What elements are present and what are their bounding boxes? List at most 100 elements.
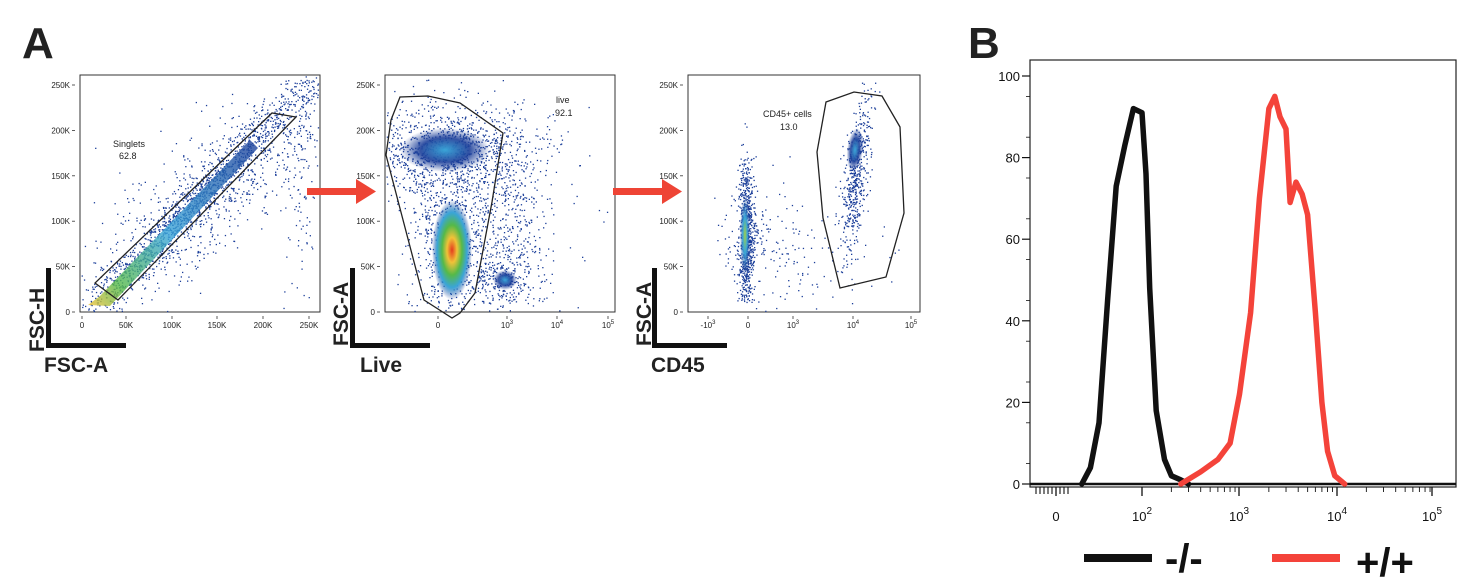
tick-label: 100K	[659, 217, 678, 226]
tick-label: 250K	[356, 81, 375, 90]
tick-label: 50K	[56, 263, 71, 272]
tick-label: 250K	[300, 321, 319, 330]
tick-label: 250K	[51, 81, 70, 90]
y-tick-labels: 0 50K 100K 150K 200K 250K	[356, 81, 380, 317]
tick-label: 0	[1013, 477, 1020, 492]
panel-label-b: B	[968, 19, 1000, 68]
x-tick-labels: 0 50K 100K 150K 200K 250K	[80, 316, 319, 330]
gating-arrow	[307, 179, 376, 204]
density-blob	[432, 200, 472, 300]
x-axis-bar	[350, 343, 430, 348]
gate-name: Singlets	[113, 139, 146, 149]
density-blob	[846, 128, 864, 172]
event-dots	[81, 76, 320, 313]
tick-label: 104	[551, 320, 564, 330]
panel-label-a: A	[22, 19, 54, 68]
legend-label-wildtype: +/+	[1356, 541, 1414, 585]
x-tick-labels: -103 0 103 104 105	[701, 316, 918, 330]
histogram-plot: 0 20 40 60 80 100 0 102 103 104 105 -/- +/+	[998, 59, 1457, 585]
x-axis-title: CD45	[651, 354, 705, 377]
tick-label: 100K	[51, 217, 70, 226]
legend-swatch-wildtype	[1272, 554, 1340, 562]
series-line-knockout	[1079, 105, 1192, 487]
tick-label: 105	[905, 320, 918, 330]
tick-label: 102	[1132, 506, 1152, 524]
gate-name: CD45+ cells	[763, 109, 812, 119]
live-plot: live 92.1 0 50K 100K 150K 200K 250K 0 103 104 10…	[330, 74, 616, 377]
density-blob	[740, 195, 750, 275]
gate-name: live	[556, 95, 570, 105]
y-axis-bar	[652, 268, 657, 348]
tick-label: 103	[1229, 506, 1249, 524]
tick-label: 0	[746, 321, 751, 330]
tick-label: 0	[80, 321, 85, 330]
cd45-plot: CD45+ cells 13.0 0 50K 100K 150K 200K 250K -1…	[633, 74, 921, 377]
x-axis-bar	[46, 343, 126, 348]
x-axis-bar	[652, 343, 727, 348]
gate-value: 13.0	[780, 122, 798, 132]
tick-label: 200K	[51, 126, 70, 135]
tick-label: 200K	[659, 126, 678, 135]
tick-label: 150K	[659, 172, 678, 181]
density-band	[88, 140, 258, 306]
plot-frame	[1029, 59, 1457, 488]
tick-label: 104	[1327, 506, 1347, 524]
tick-label: 60	[1006, 232, 1020, 247]
live-gate	[385, 95, 504, 319]
tick-label: 100K	[163, 321, 182, 330]
y-axis-bar	[46, 268, 51, 348]
tick-label: 20	[1006, 395, 1020, 410]
y-tick-labels: 0 50K 100K 150K 200K 250K	[659, 81, 683, 317]
tick-label: 150K	[208, 321, 227, 330]
tick-label: 100K	[356, 217, 375, 226]
y-axis-title: FSC-A	[633, 282, 656, 346]
y-tick-labels: 0 50K 100K 150K 200K 250K	[51, 81, 75, 317]
density-blob	[493, 270, 517, 290]
series-line-wildtype	[1178, 93, 1348, 487]
x-axis: 0 102 103 104 105	[1035, 487, 1442, 524]
tick-label: 105	[602, 320, 615, 330]
legend: -/- +/+	[1084, 537, 1414, 585]
plot-frame	[687, 74, 921, 313]
y-axis: 0 20 40 60 80 100	[998, 69, 1456, 492]
x-axis-title: Live	[360, 354, 402, 377]
tick-label: 105	[1422, 506, 1442, 524]
singlets-plot: Singlets 62.8 0 50K 100K 150K 200K 250K 0 50K 1…	[26, 74, 321, 377]
cd45-gate	[816, 91, 905, 289]
y-axis-bar	[350, 268, 355, 348]
histogram-series	[1079, 93, 1348, 487]
tick-label: 150K	[51, 172, 70, 181]
density-blob	[400, 128, 490, 172]
legend-label-knockout: -/-	[1165, 537, 1203, 581]
tick-label: 80	[1006, 151, 1020, 166]
tick-label: 40	[1006, 314, 1020, 329]
gate-value: 62.8	[119, 151, 137, 161]
tick-label: 0	[1052, 509, 1059, 524]
tick-label: 50K	[664, 263, 679, 272]
gating-arrow	[613, 179, 682, 204]
x-axis-title: FSC-A	[44, 354, 108, 377]
y-axis-title: FSC-H	[26, 288, 49, 352]
tick-label: 200K	[254, 321, 273, 330]
tick-label: 100	[998, 69, 1020, 84]
tick-label: -103	[701, 320, 717, 330]
legend-swatch-knockout	[1084, 554, 1152, 562]
x-tick-labels: 0 103 104 105	[436, 316, 615, 330]
event-dots	[714, 82, 900, 312]
tick-label: 200K	[356, 126, 375, 135]
tick-label: 50K	[361, 263, 376, 272]
tick-label: 250K	[659, 81, 678, 90]
tick-label: 0	[371, 308, 376, 317]
tick-label: 0	[66, 308, 71, 317]
tick-label: 50K	[119, 321, 134, 330]
tick-label: 0	[674, 308, 679, 317]
gate-value: 92.1	[555, 108, 573, 118]
event-dots	[386, 79, 609, 313]
tick-label: 150K	[356, 172, 375, 181]
tick-label: 103	[787, 320, 800, 330]
singlets-gate	[93, 112, 298, 301]
tick-label: 104	[847, 320, 860, 330]
y-axis-title: FSC-A	[330, 282, 353, 346]
tick-label: 0	[436, 321, 441, 330]
